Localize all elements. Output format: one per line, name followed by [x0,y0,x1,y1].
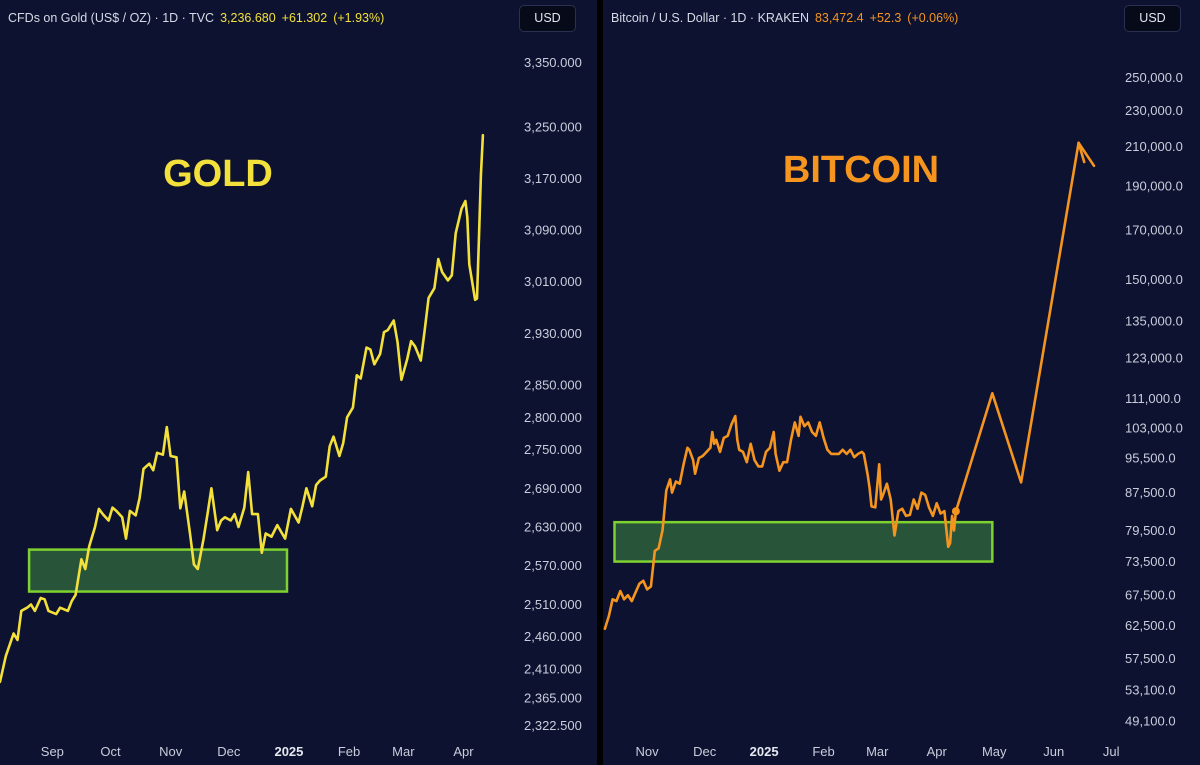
gold-y-tick-label: 3,090.000 [524,223,582,238]
gold-y-tick-label: 3,010.000 [524,274,582,289]
bitcoin-x-tick-label: 2025 [750,744,779,759]
bitcoin-arrow-head [1077,141,1086,164]
bitcoin-x-tick-label: Dec [693,744,717,759]
bitcoin-y-tick-label: 210,000.0 [1125,139,1183,154]
bitcoin-y-tick-label: 79,500.0 [1125,523,1176,538]
gold-symbol: CFDs on Gold (US$ / OZ) · 1D · TVC [8,11,215,25]
bitcoin-y-tick-label: 135,000.0 [1125,314,1183,329]
gold-y-tick-label: 2,690.000 [524,481,582,496]
bitcoin-y-tick-label: 49,100.0 [1125,714,1176,729]
bitcoin-symbol: Bitcoin / U.S. Dollar · 1D · KRAKEN [611,11,809,25]
bitcoin-y-tick-label: 57,500.0 [1125,651,1176,666]
bitcoin-annotation-title: BITCOIN [783,149,939,191]
gold-y-tick-label: 2,930.000 [524,326,582,341]
bitcoin-x-tick-label: May [982,744,1007,759]
bitcoin-projection-line [954,141,1096,513]
gold-price-line [0,133,485,684]
bitcoin-x-tick-label: Feb [812,744,834,759]
gold-y-tick-label: 3,170.000 [524,171,582,186]
bitcoin-y-tick-label: 95,500.0 [1125,451,1176,466]
gold-y-tick-label: 2,460.000 [524,629,582,644]
gold-y-tick-label: 3,350.000 [524,55,582,70]
bitcoin-y-tick-label: 123,000.0 [1125,351,1183,366]
bitcoin-x-tick-label: Nov [636,744,660,759]
gold-y-tick-label: 2,850.000 [524,378,582,393]
gold-y-tick-label: 2,322.500 [524,718,582,733]
bitcoin-y-tick-label: 73,500.0 [1125,554,1176,569]
bitcoin-chart[interactable]: BITCOIN 49,100.0 53,100.0 57,500.0 62,500.0 6… [603,0,1200,765]
gold-change: +61.302 [281,11,328,25]
gold-chart[interactable]: GOLD 2,322.500 2,365.000 2,410.000 2,460.000… [0,0,597,765]
bitcoin-current-price-marker [951,507,960,516]
bitcoin-y-tick-label: 87,500.0 [1125,485,1176,500]
gold-legend: CFDs on Gold (US$ / OZ) · 1D · TVC 3,236.… [8,11,384,25]
gold-support-zone [27,548,289,593]
bitcoin-y-tick-label: 111,000.0 [1125,391,1181,406]
bitcoin-chart-panel[interactable]: BITCOIN 49,100.0 53,100.0 57,500.0 62,500.0 6… [603,0,1200,765]
gold-annotation-title: GOLD [163,153,273,195]
bitcoin-y-tick-label: 53,100.0 [1125,683,1176,698]
gold-change-pct: (+1.93%) [333,11,385,25]
bitcoin-currency-button[interactable]: USD [1124,5,1181,32]
gold-x-tick-label: Oct [100,744,121,759]
bitcoin-x-tick-label: Jul [1103,744,1120,759]
gold-x-tick-label: Feb [338,744,360,759]
bitcoin-y-tick-label: 170,000.0 [1125,223,1183,238]
bitcoin-change-pct: (+0.06%) [907,11,959,25]
gold-y-tick-label: 2,365.000 [524,691,582,706]
gold-x-tick-label: Apr [453,744,474,759]
gold-last-price: 3,236.680 [220,11,276,25]
gold-chart-panel[interactable]: GOLD 2,322.500 2,365.000 2,410.000 2,460.000… [0,0,597,765]
bitcoin-x-tick-label: Mar [866,744,889,759]
bitcoin-last-price: 83,472.4 [814,11,864,25]
bitcoin-y-tick-label: 67,500.0 [1125,588,1176,603]
gold-y-tick-label: 2,510.000 [524,597,582,612]
gold-y-tick-label: 2,410.000 [524,662,582,677]
gold-y-tick-label: 2,750.000 [524,442,582,457]
bitcoin-change: +52.3 [869,11,902,25]
bitcoin-y-tick-label: 190,000.0 [1125,179,1183,194]
gold-y-tick-label: 2,630.000 [524,520,582,535]
gold-y-tick-label: 2,800.000 [524,410,582,425]
gold-x-tick-label: Mar [392,744,415,759]
bitcoin-x-tick-label: Jun [1043,744,1064,759]
gold-x-tick-label: Dec [217,744,241,759]
bitcoin-y-tick-label: 230,000.0 [1125,103,1183,118]
gold-currency-button[interactable]: USD [519,5,576,32]
bitcoin-support-zone [613,520,994,563]
bitcoin-y-tick-label: 62,500.0 [1125,618,1176,633]
gold-x-tick-label: 2025 [274,744,303,759]
bitcoin-y-tick-label: 250,000.0 [1125,70,1183,85]
bitcoin-y-tick-label: 150,000.0 [1125,272,1183,287]
gold-y-tick-label: 3,250.000 [524,119,582,134]
gold-y-tick-label: 2,570.000 [524,558,582,573]
bitcoin-y-tick-label: 103,000.0 [1125,421,1183,436]
gold-x-tick-label: Nov [159,744,183,759]
gold-x-tick-label: Sep [41,744,64,759]
bitcoin-x-tick-label: Apr [927,744,948,759]
bitcoin-price-line [603,414,958,631]
bitcoin-legend: Bitcoin / U.S. Dollar · 1D · KRAKEN 83,47… [611,11,958,25]
